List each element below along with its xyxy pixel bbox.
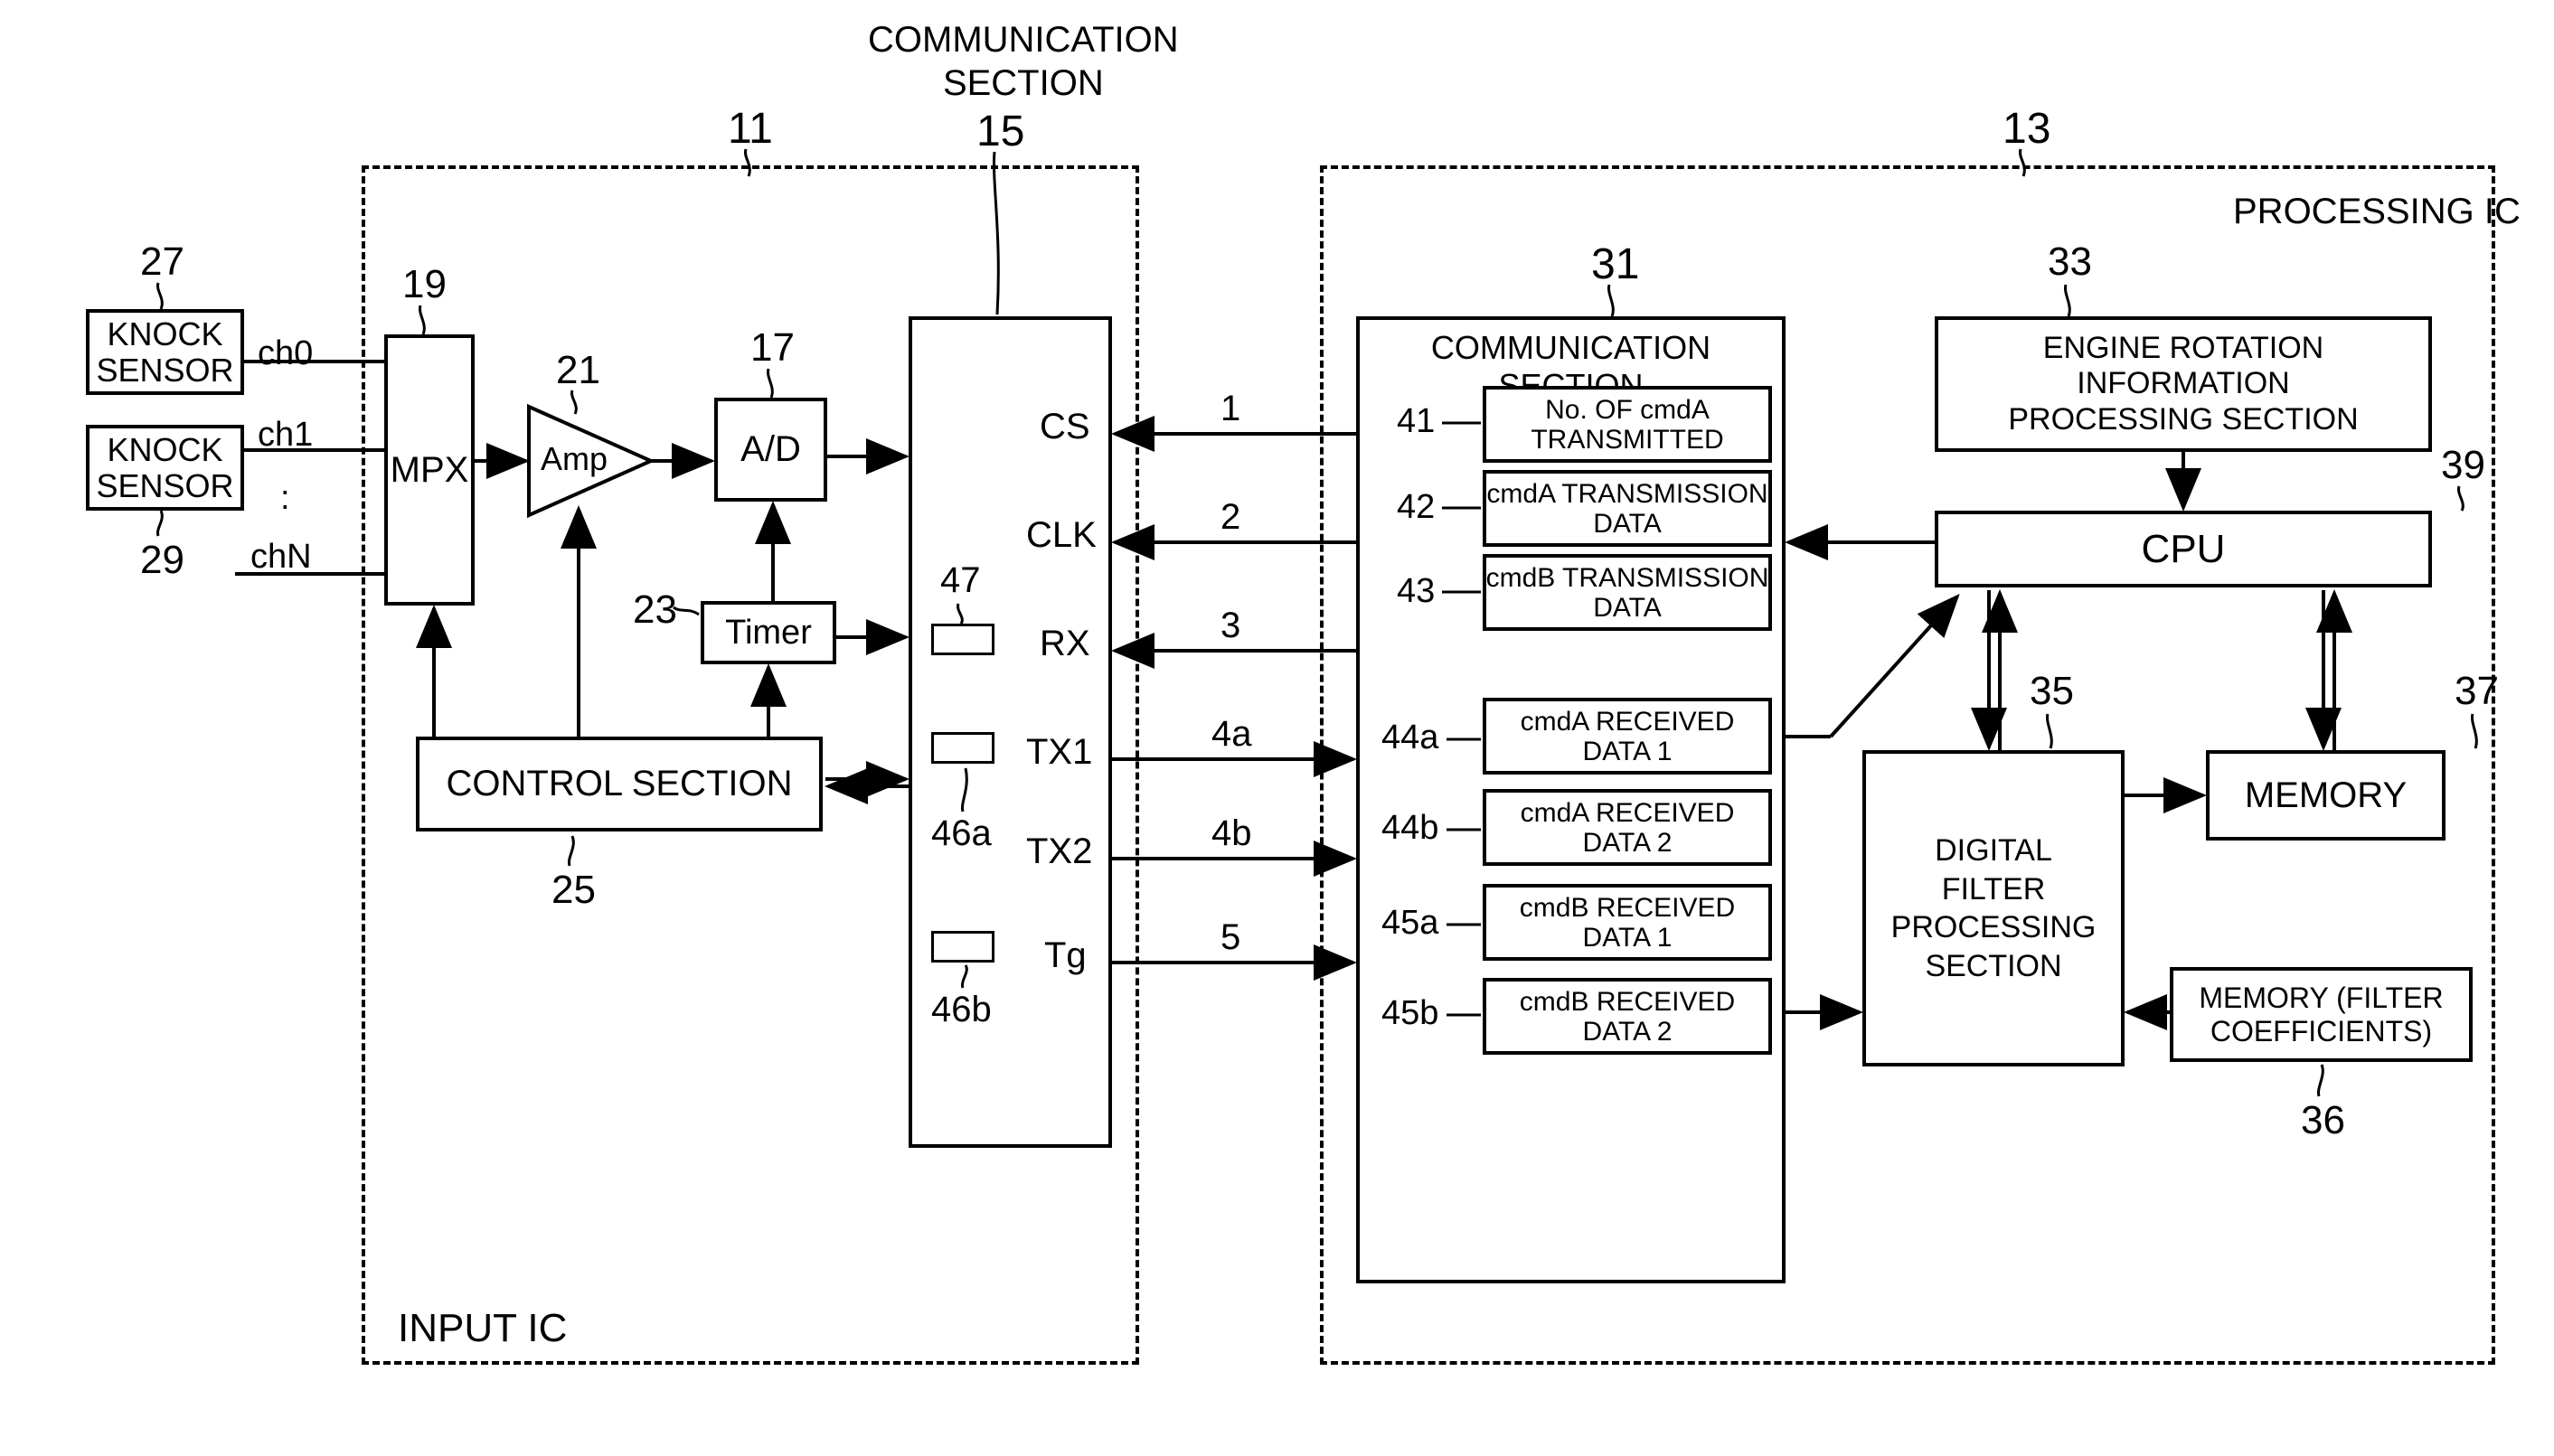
processing-ic-label: PROCESSING IC [2233, 192, 2521, 232]
ref-43: 43 [1397, 572, 1435, 611]
ref-31: 31 [1591, 240, 1639, 289]
ref-36: 36 [2301, 1098, 2345, 1143]
reg-45b: cmdB RECEIVED DATA 2 [1483, 978, 1772, 1055]
bus-5: 5 [1220, 917, 1240, 958]
comm-section-title: COMMUNICATION SECTION [868, 18, 1179, 105]
bus-4a: 4a [1211, 714, 1252, 755]
ref-25: 25 [551, 868, 596, 913]
ref-33: 33 [2048, 240, 2092, 285]
ref-35: 35 [2030, 669, 2074, 714]
chN-label: chN [250, 538, 312, 577]
ch1-label: ch1 [258, 416, 313, 455]
input-ic-label: INPUT IC [398, 1306, 567, 1351]
bus-1: 1 [1220, 389, 1240, 429]
ref-44b: 44b [1381, 809, 1438, 848]
knock-sensor-2: KNOCK SENSOR [86, 425, 244, 511]
bus-4b: 4b [1211, 813, 1252, 854]
ref-37: 37 [2455, 669, 2499, 714]
ref-41: 41 [1397, 402, 1435, 441]
memory-filter-block: MEMORY (FILTER COEFFICIENTS) [2170, 967, 2473, 1062]
bus-3: 3 [1220, 606, 1240, 646]
buf-46a [931, 732, 994, 764]
buf-46b [931, 931, 994, 963]
ref-27: 27 [140, 240, 184, 285]
sig-clk: CLK [1026, 515, 1097, 556]
ref-29: 29 [140, 538, 184, 583]
ref-23: 23 [633, 587, 677, 633]
ref-45a: 45a [1381, 904, 1438, 943]
reg-41: No. OF cmdA TRANSMITTED [1483, 386, 1772, 463]
timer-block: Timer [701, 601, 836, 664]
ref-44a: 44a [1381, 719, 1438, 757]
control-section-block: CONTROL SECTION [416, 737, 823, 831]
ad-block: A/D [714, 398, 827, 502]
ch0-label: ch0 [258, 334, 313, 373]
ref-42: 42 [1397, 488, 1435, 527]
ref-17: 17 [750, 325, 795, 371]
cpu-block: CPU [1935, 511, 2432, 587]
bus-2: 2 [1220, 497, 1240, 538]
reg-44a: cmdA RECEIVED DATA 1 [1483, 698, 1772, 775]
digital-filter-block: DIGITAL FILTER PROCESSING SECTION [1862, 750, 2125, 1066]
ref-46a: 46a [931, 813, 992, 854]
reg-42: cmdA TRANSMISSION DATA [1483, 470, 1772, 547]
memory-block: MEMORY [2206, 750, 2446, 841]
reg-45a: cmdB RECEIVED DATA 1 [1483, 884, 1772, 961]
mpx-block: MPX [384, 334, 475, 606]
sig-cs: CS [1040, 407, 1090, 447]
ref-19: 19 [402, 262, 447, 307]
ref-47: 47 [940, 560, 981, 601]
ref-45b: 45b [1381, 994, 1438, 1033]
reg-44b: cmdA RECEIVED DATA 2 [1483, 789, 1772, 866]
ref-39: 39 [2441, 443, 2485, 488]
chdots-label: : [280, 479, 290, 518]
sig-tx2: TX2 [1026, 831, 1092, 872]
buf-47 [931, 624, 994, 655]
amp-label: Amp [541, 440, 608, 478]
ref-46b: 46b [931, 990, 992, 1030]
engine-rotation-block: ENGINE ROTATION INFORMATION PROCESSING S… [1935, 316, 2432, 452]
sig-tx1: TX1 [1026, 732, 1092, 773]
sig-tg: Tg [1044, 935, 1087, 976]
ref-21: 21 [556, 348, 600, 393]
ref-15: 15 [976, 107, 1024, 156]
sig-rx: RX [1040, 624, 1090, 664]
knock-sensor-1: KNOCK SENSOR [86, 309, 244, 395]
ref-11: 11 [728, 104, 773, 154]
reg-43: cmdB TRANSMISSION DATA [1483, 554, 1772, 631]
ref-13: 13 [2003, 104, 2050, 154]
